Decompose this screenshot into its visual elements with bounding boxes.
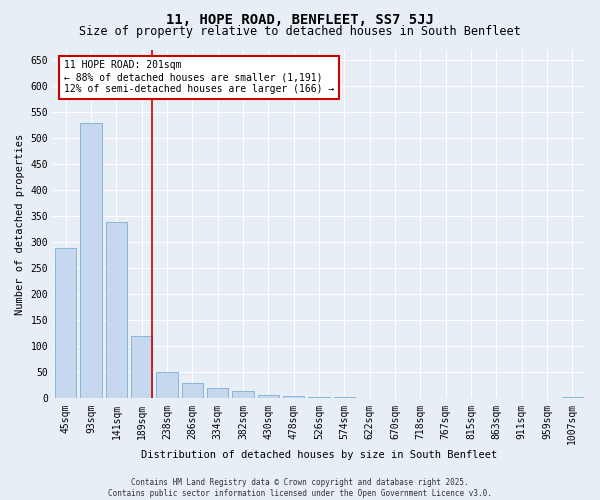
Bar xyxy=(207,388,229,398)
Bar xyxy=(131,336,152,398)
Bar xyxy=(283,396,304,398)
Bar xyxy=(232,390,254,398)
Bar xyxy=(182,383,203,398)
Bar xyxy=(308,397,330,398)
Bar xyxy=(106,222,127,398)
Y-axis label: Number of detached properties: Number of detached properties xyxy=(15,134,25,315)
Text: 11 HOPE ROAD: 201sqm
← 88% of detached houses are smaller (1,191)
12% of semi-de: 11 HOPE ROAD: 201sqm ← 88% of detached h… xyxy=(64,60,334,94)
Text: Size of property relative to detached houses in South Benfleet: Size of property relative to detached ho… xyxy=(79,25,521,38)
Text: Contains HM Land Registry data © Crown copyright and database right 2025.
Contai: Contains HM Land Registry data © Crown c… xyxy=(108,478,492,498)
Bar xyxy=(257,395,279,398)
Bar xyxy=(55,248,76,398)
Text: 11, HOPE ROAD, BENFLEET, SS7 5JJ: 11, HOPE ROAD, BENFLEET, SS7 5JJ xyxy=(166,12,434,26)
Bar xyxy=(156,372,178,398)
Bar xyxy=(80,123,102,398)
X-axis label: Distribution of detached houses by size in South Benfleet: Distribution of detached houses by size … xyxy=(141,450,497,460)
